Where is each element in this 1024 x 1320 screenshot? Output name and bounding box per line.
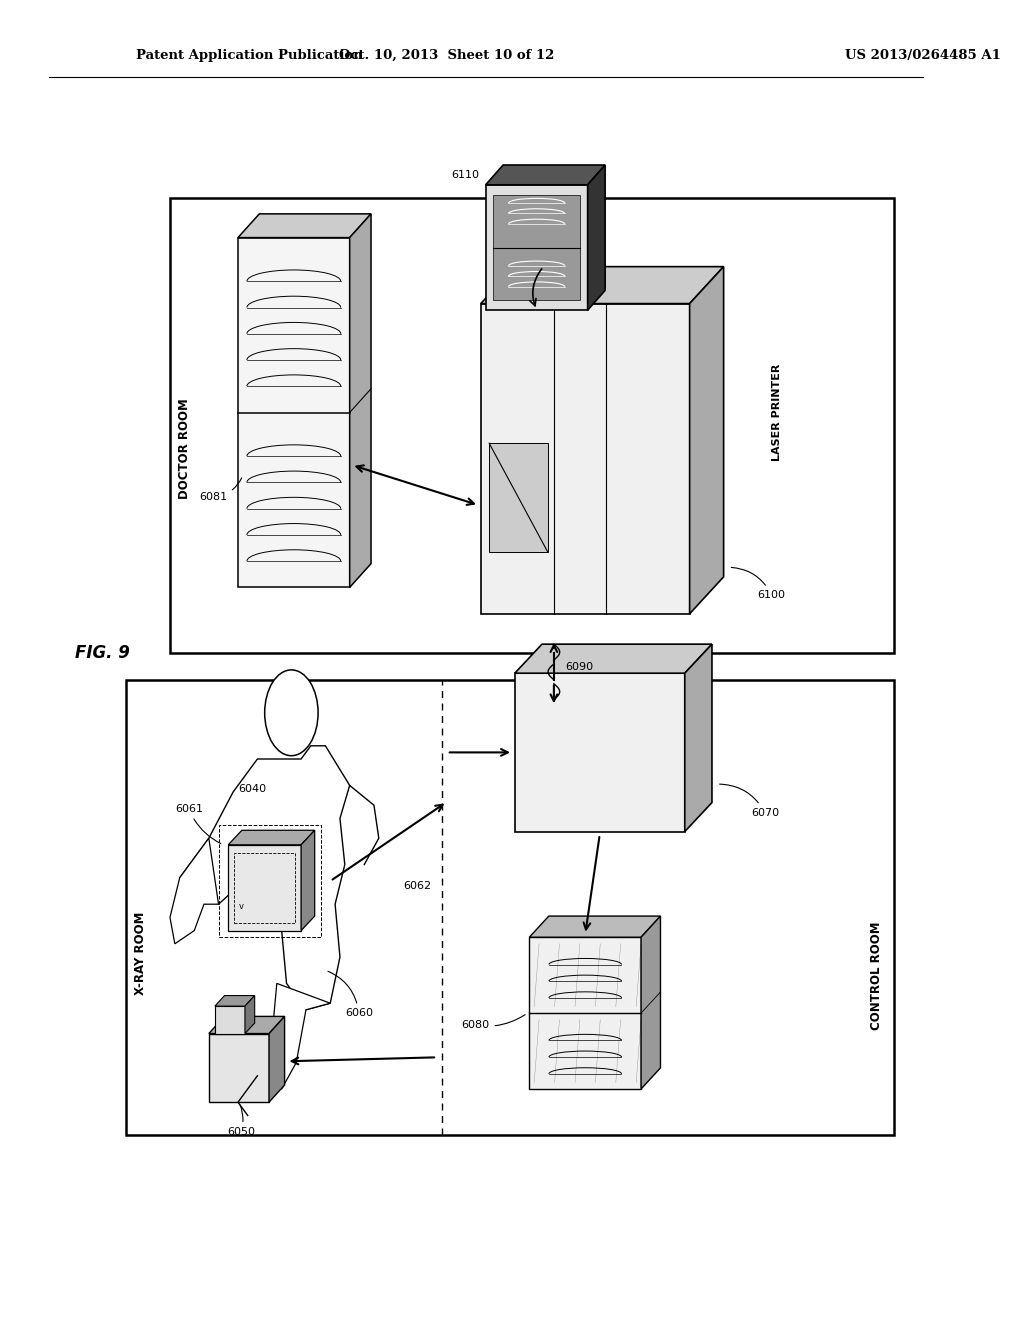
Polygon shape (641, 916, 660, 1089)
Polygon shape (485, 165, 605, 185)
Text: 6081: 6081 (199, 478, 242, 502)
Polygon shape (685, 644, 712, 832)
Polygon shape (301, 830, 314, 931)
Text: LASER PRINTER: LASER PRINTER (772, 363, 782, 461)
Text: 6070: 6070 (720, 784, 779, 818)
Polygon shape (228, 830, 314, 845)
Polygon shape (269, 1016, 285, 1102)
Text: 6080: 6080 (462, 1015, 525, 1031)
Polygon shape (209, 1034, 269, 1102)
Polygon shape (257, 983, 330, 1089)
Text: Oct. 10, 2013  Sheet 10 of 12: Oct. 10, 2013 Sheet 10 of 12 (339, 49, 554, 62)
Polygon shape (485, 185, 588, 310)
Bar (170, 198, 894, 653)
Polygon shape (689, 267, 724, 614)
Bar (489, 444, 548, 552)
Polygon shape (588, 165, 605, 310)
Text: 6062: 6062 (403, 882, 431, 891)
Polygon shape (209, 1016, 285, 1034)
Text: v: v (240, 902, 244, 911)
Text: CONTROL ROOM: CONTROL ROOM (869, 921, 883, 1030)
Text: Patent Application Publication: Patent Application Publication (136, 49, 362, 62)
Text: 6110: 6110 (452, 170, 479, 181)
Polygon shape (238, 214, 371, 238)
Polygon shape (529, 916, 660, 937)
Text: 6060: 6060 (328, 972, 373, 1019)
Text: US 2013/0264485 A1: US 2013/0264485 A1 (845, 49, 1000, 62)
Polygon shape (170, 838, 218, 944)
Bar (234, 853, 295, 923)
Polygon shape (238, 238, 349, 587)
Polygon shape (481, 304, 689, 614)
Text: 6061: 6061 (175, 804, 221, 843)
Polygon shape (349, 214, 371, 587)
Ellipse shape (264, 671, 318, 755)
Text: FIG. 9: FIG. 9 (75, 644, 129, 663)
Bar (494, 195, 580, 300)
Polygon shape (529, 937, 641, 1089)
Polygon shape (481, 267, 724, 304)
Polygon shape (228, 845, 301, 931)
Polygon shape (215, 995, 255, 1006)
Text: 6100: 6100 (731, 568, 785, 601)
Text: X-RAY ROOM: X-RAY ROOM (134, 911, 147, 995)
Polygon shape (515, 644, 712, 673)
Polygon shape (179, 746, 349, 1010)
Polygon shape (515, 673, 685, 832)
Polygon shape (245, 995, 255, 1034)
Text: 6050: 6050 (227, 1105, 255, 1138)
Text: DOCTOR ROOM: DOCTOR ROOM (178, 399, 191, 499)
Text: 6040: 6040 (238, 784, 266, 795)
Bar (126, 680, 894, 1135)
Text: 6090: 6090 (565, 661, 594, 672)
Polygon shape (215, 1006, 245, 1034)
